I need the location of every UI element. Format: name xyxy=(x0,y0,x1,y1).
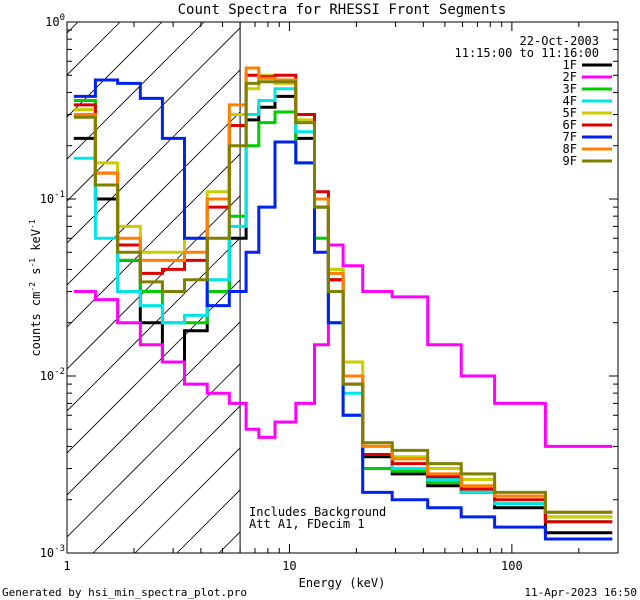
hatch-line xyxy=(67,363,241,538)
hatch-line xyxy=(67,237,241,412)
y-tick-label: 10-1 xyxy=(40,190,65,206)
chart-title: Count Spectra for RHESSI Front Segments xyxy=(178,2,507,18)
hatch-line xyxy=(67,22,79,34)
y-axis-label: counts cm-2 s-1 keV-1 xyxy=(28,219,43,356)
legend-label-8f: 8F xyxy=(563,142,577,156)
series-line-7f xyxy=(73,78,613,541)
annotation-background: Includes Background xyxy=(249,505,386,519)
footer-timestamp: 11-Apr-2023 16:50 xyxy=(524,586,637,599)
hatch-line xyxy=(67,22,163,118)
legend-label-6f: 6F xyxy=(563,118,577,132)
hatch-line xyxy=(67,195,241,370)
x-tick-label: 1 xyxy=(63,559,70,573)
hatch-line xyxy=(67,153,241,328)
hatch-line xyxy=(67,69,241,244)
legend-label-5f: 5F xyxy=(563,106,577,120)
hatch-line xyxy=(134,447,241,553)
legend-label-2f: 2F xyxy=(563,70,577,84)
hatch-line xyxy=(92,405,241,553)
footer-generated-by: Generated by hsi_min_spectra_plot.pro xyxy=(2,586,247,599)
hatch-line xyxy=(67,22,205,160)
legend-label-9f: 9F xyxy=(563,154,577,168)
annotation-attenuator: Att A1, FDecim 1 xyxy=(249,517,365,531)
series-line-1f xyxy=(73,94,613,535)
hatch-line xyxy=(67,22,121,76)
legend-label-1f: 1F xyxy=(563,58,577,72)
x-axis-label: Energy (keV) xyxy=(299,576,386,590)
x-tick-label: 10 xyxy=(282,559,296,573)
series-line-2f xyxy=(73,243,613,448)
hatched-region xyxy=(67,22,241,553)
axis-ticks xyxy=(66,22,619,554)
series-line-8f xyxy=(73,66,613,514)
series-line-4f xyxy=(73,87,613,524)
hatch-line xyxy=(67,279,241,454)
y-tick-label: 100 xyxy=(45,13,65,29)
hatch-line xyxy=(67,27,241,202)
plot-frame xyxy=(66,21,619,554)
x-tick-label: 100 xyxy=(501,559,523,573)
series-group xyxy=(73,66,613,541)
hatch-line xyxy=(67,321,241,496)
legend-label-4f: 4F xyxy=(563,94,577,108)
x-tick-labels: 1 10 100 xyxy=(63,559,522,573)
legend-label-7f: 7F xyxy=(563,130,577,144)
series-line-9f xyxy=(73,80,613,514)
hatch-line xyxy=(67,111,241,286)
annotation-date: 22-Oct-2003 xyxy=(520,34,599,48)
y-tick-label: 10-2 xyxy=(40,367,65,383)
annotation-time-range: 11:15:00 to 11:16:00 xyxy=(455,46,600,60)
y-tick-labels: 100 10-1 10-2 10-3 xyxy=(40,13,65,560)
y-tick-label: 10-3 xyxy=(40,544,65,560)
legend-label-3f: 3F xyxy=(563,82,577,96)
series-line-6f xyxy=(73,73,613,524)
